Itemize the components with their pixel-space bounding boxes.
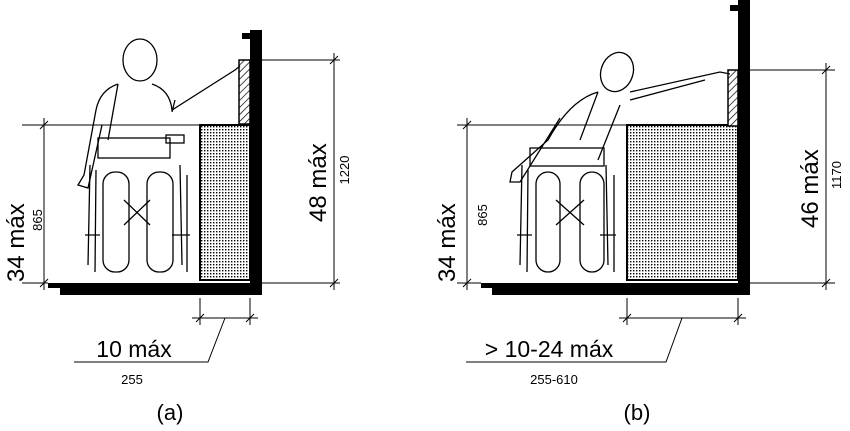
caption-a: (a) (157, 400, 184, 425)
reach-label-b: 46 máx (797, 149, 824, 228)
height-metric-a: 865 (30, 209, 45, 231)
depth-label-b: > 10-24 máx (485, 336, 614, 362)
wall-b (738, 0, 750, 295)
depth-dimension-b (466, 298, 746, 363)
counter-a (199, 124, 251, 281)
depth-metric-b: 255-610 (530, 372, 578, 387)
floor-b (481, 283, 750, 295)
depth-dimension-a (74, 298, 258, 363)
floor-a (48, 283, 262, 295)
caption-b: (b) (624, 400, 651, 425)
reach-metric-b: 1170 (829, 161, 844, 189)
height-dimension-b (457, 118, 627, 290)
figure-b: 34 máx 865 46 máx 1170 > 10-24 máx 255-6… (434, 0, 844, 425)
wall-control-b (727, 69, 739, 127)
reach-dimension-a (262, 53, 340, 290)
wheelchair-user-b (509, 51, 731, 273)
wall-a (250, 30, 262, 295)
height-dimension-a (22, 118, 200, 290)
reach-label-a: 48 máx (305, 143, 332, 222)
height-metric-b: 865 (475, 204, 490, 226)
height-label-b: 34 máx (434, 203, 461, 282)
depth-label-a: 10 máx (96, 336, 172, 362)
reach-dimension-b (750, 63, 835, 290)
reach-metric-a: 1220 (337, 156, 352, 185)
wall-control-a (238, 59, 251, 125)
wheelchair-user-a (77, 38, 241, 273)
height-label-a: 34 máx (3, 203, 30, 282)
counter-b (626, 124, 739, 281)
figure-a: 34 máx 865 48 máx 1220 10 máx 255 (a) (3, 30, 352, 425)
depth-metric-a: 255 (121, 372, 143, 387)
